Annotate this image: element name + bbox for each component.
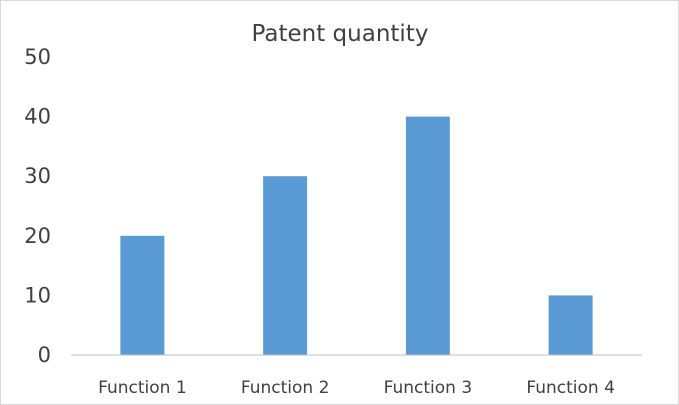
bar (263, 176, 308, 355)
y-tick-label: 20 (24, 224, 51, 248)
y-tick-label: 50 (24, 45, 51, 69)
y-tick-label: 30 (24, 164, 51, 188)
x-tick-label: Function 1 (98, 378, 187, 398)
x-axis-labels: Function 1 Function 2 Function 3 Function 4 (98, 378, 615, 398)
y-tick-label: 40 (24, 105, 51, 129)
y-tick-label: 10 (24, 283, 51, 307)
y-tick-label: 0 (38, 343, 51, 367)
x-tick-label: Function 2 (241, 378, 330, 398)
bar (405, 116, 450, 355)
x-tick-label: Function 4 (526, 378, 615, 398)
bar (120, 235, 165, 355)
x-tick-label: Function 3 (384, 378, 473, 398)
bars (120, 116, 593, 355)
y-axis-labels: 0 10 20 30 40 50 (24, 45, 51, 367)
bar (548, 295, 593, 355)
chart-title: Patent quantity (252, 21, 429, 47)
